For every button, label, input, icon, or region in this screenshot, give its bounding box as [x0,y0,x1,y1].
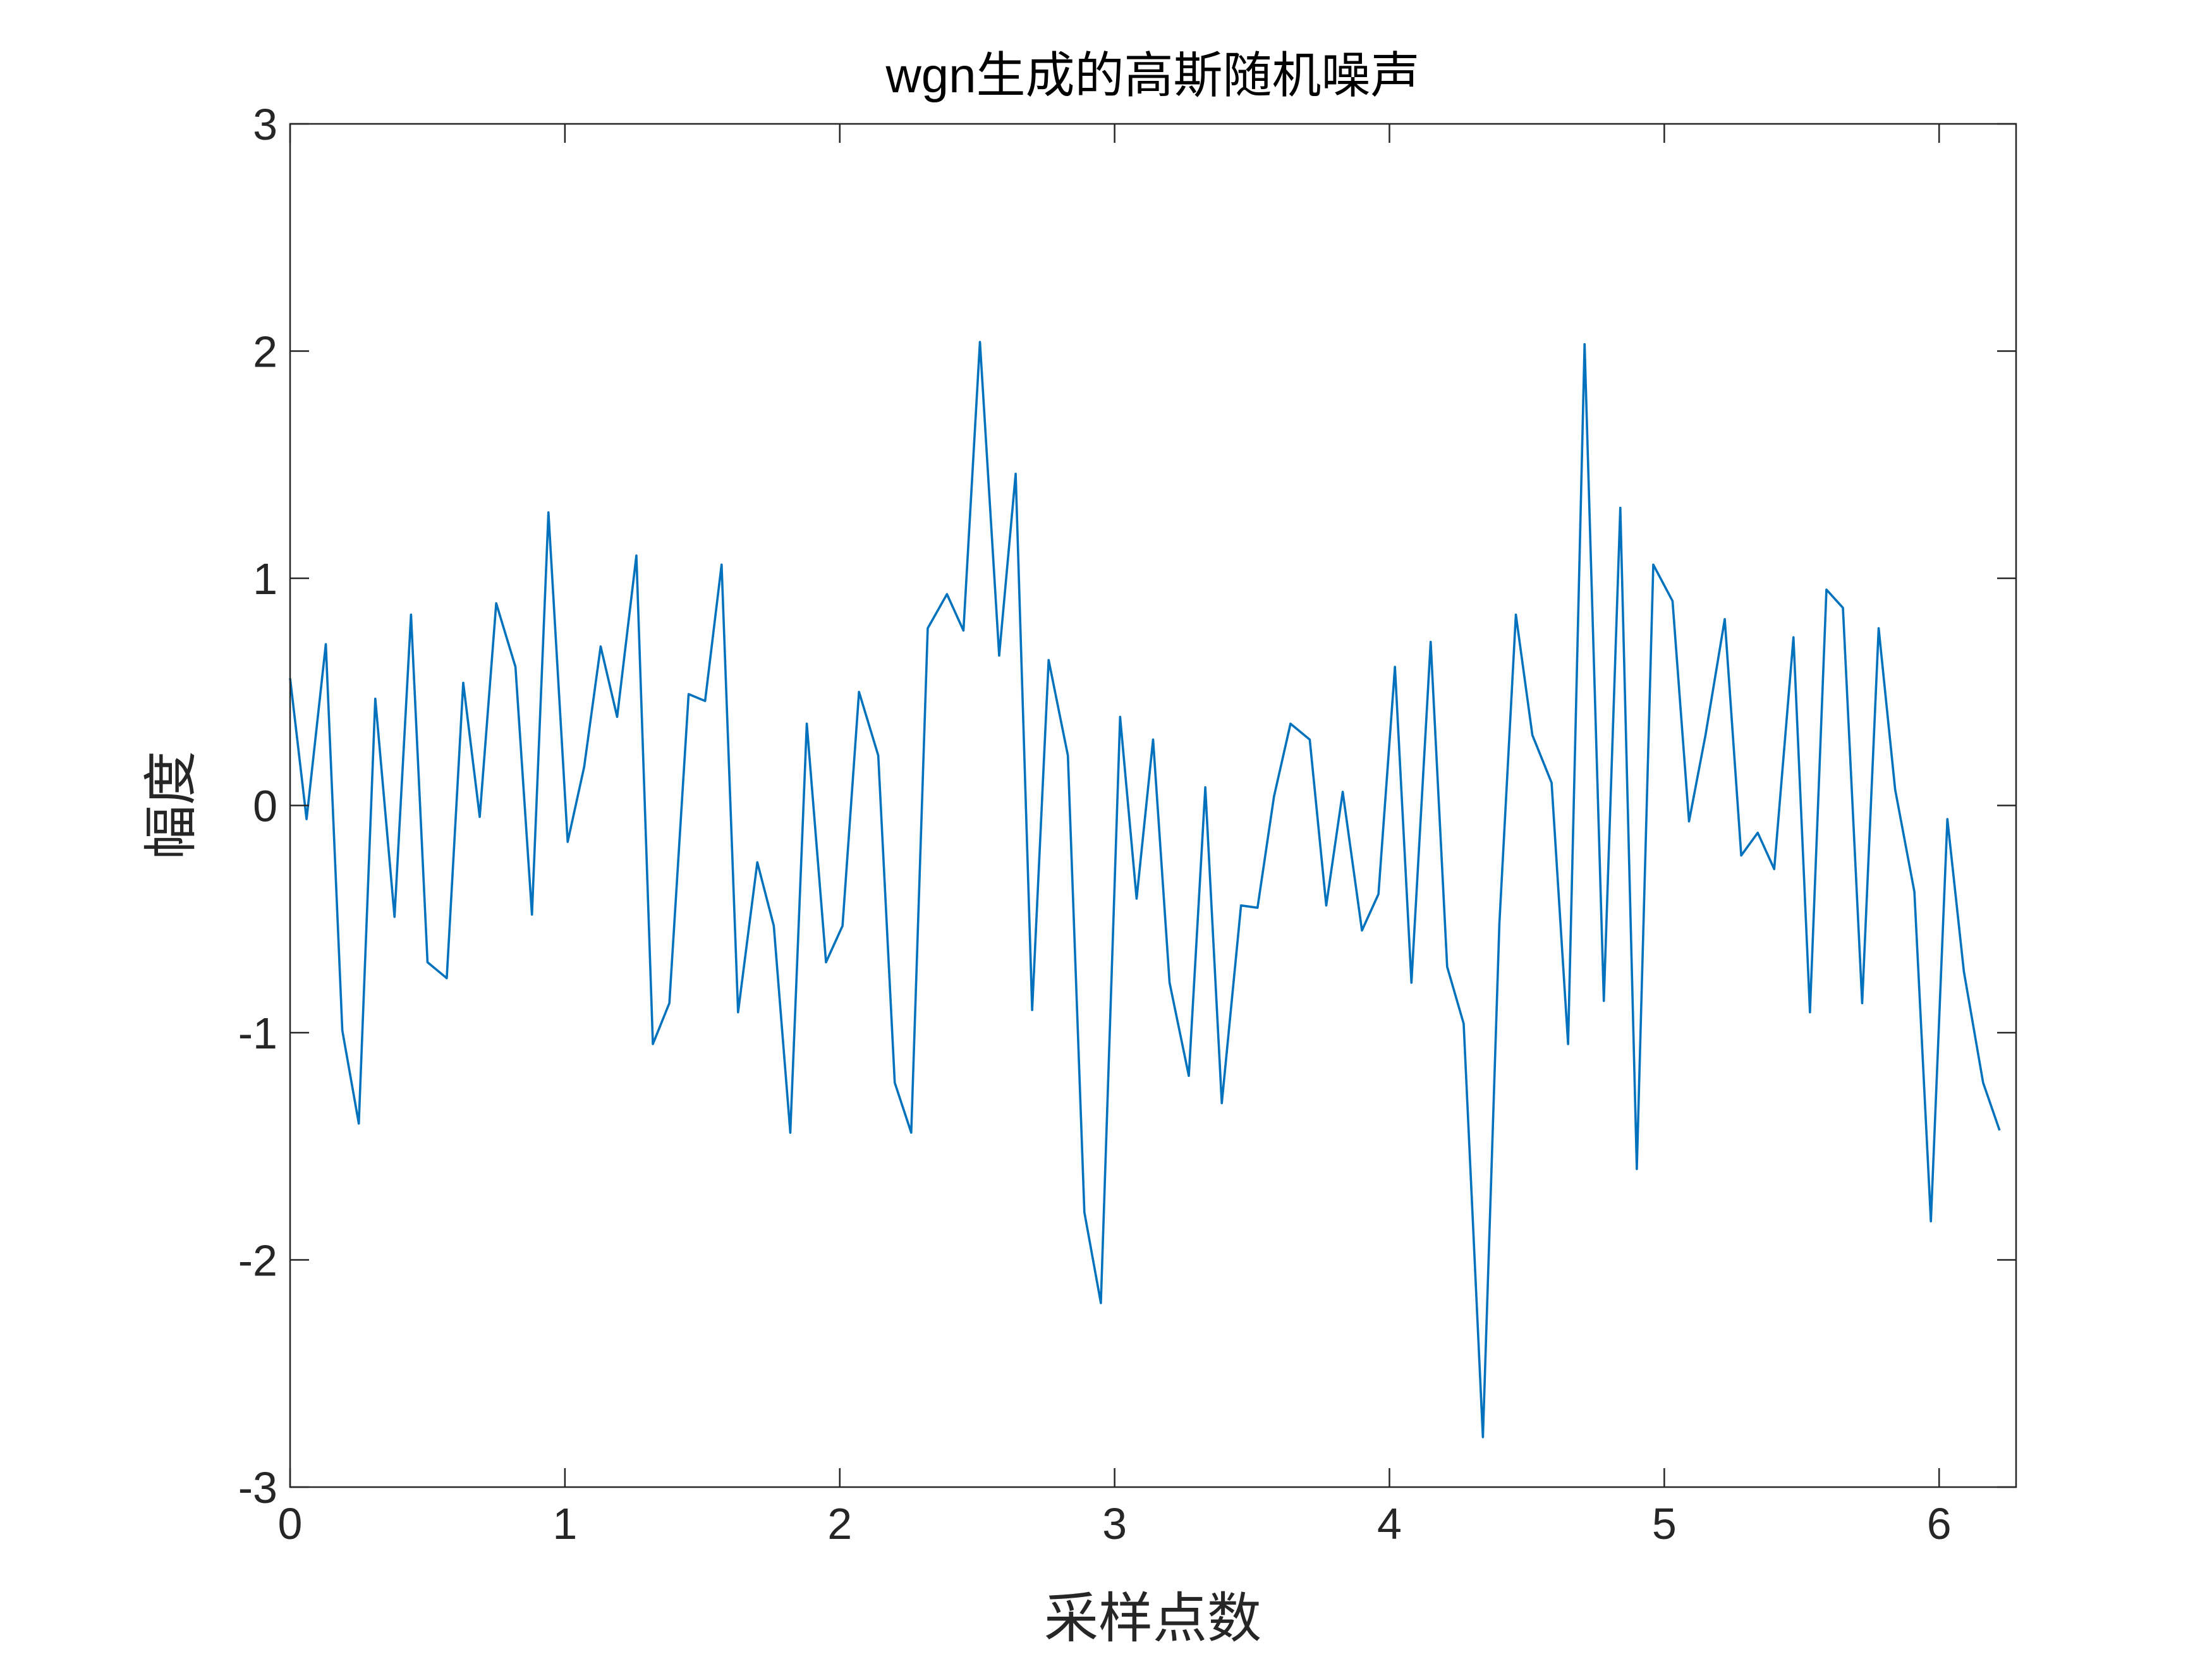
y-tick-label: -2 [238,1236,277,1285]
y-tick-label: 3 [253,100,277,149]
x-tick-label: 2 [827,1499,852,1548]
axes-box [289,123,2017,1488]
y-tick-label: 0 [253,782,277,831]
x-tick-label: 5 [1652,1499,1677,1548]
y-tick-label: 1 [253,554,277,604]
data-line [289,341,2001,1438]
y-axis-label: 幅度 [140,751,203,860]
y-tick-label: 2 [253,327,277,377]
y-tick-label: -3 [238,1463,277,1512]
x-tick-label: 0 [278,1499,303,1548]
y-tick-label: -1 [238,1009,277,1058]
x-tick-label: 3 [1102,1499,1127,1548]
x-tick-label: 6 [1927,1499,1952,1548]
x-tick-label: 4 [1377,1499,1402,1548]
x-tick-label: 1 [552,1499,577,1548]
x-axis-label: 采样点数 [1044,1587,1261,1650]
chart-title: wgn生成的高斯随机噪声 [885,47,1419,103]
